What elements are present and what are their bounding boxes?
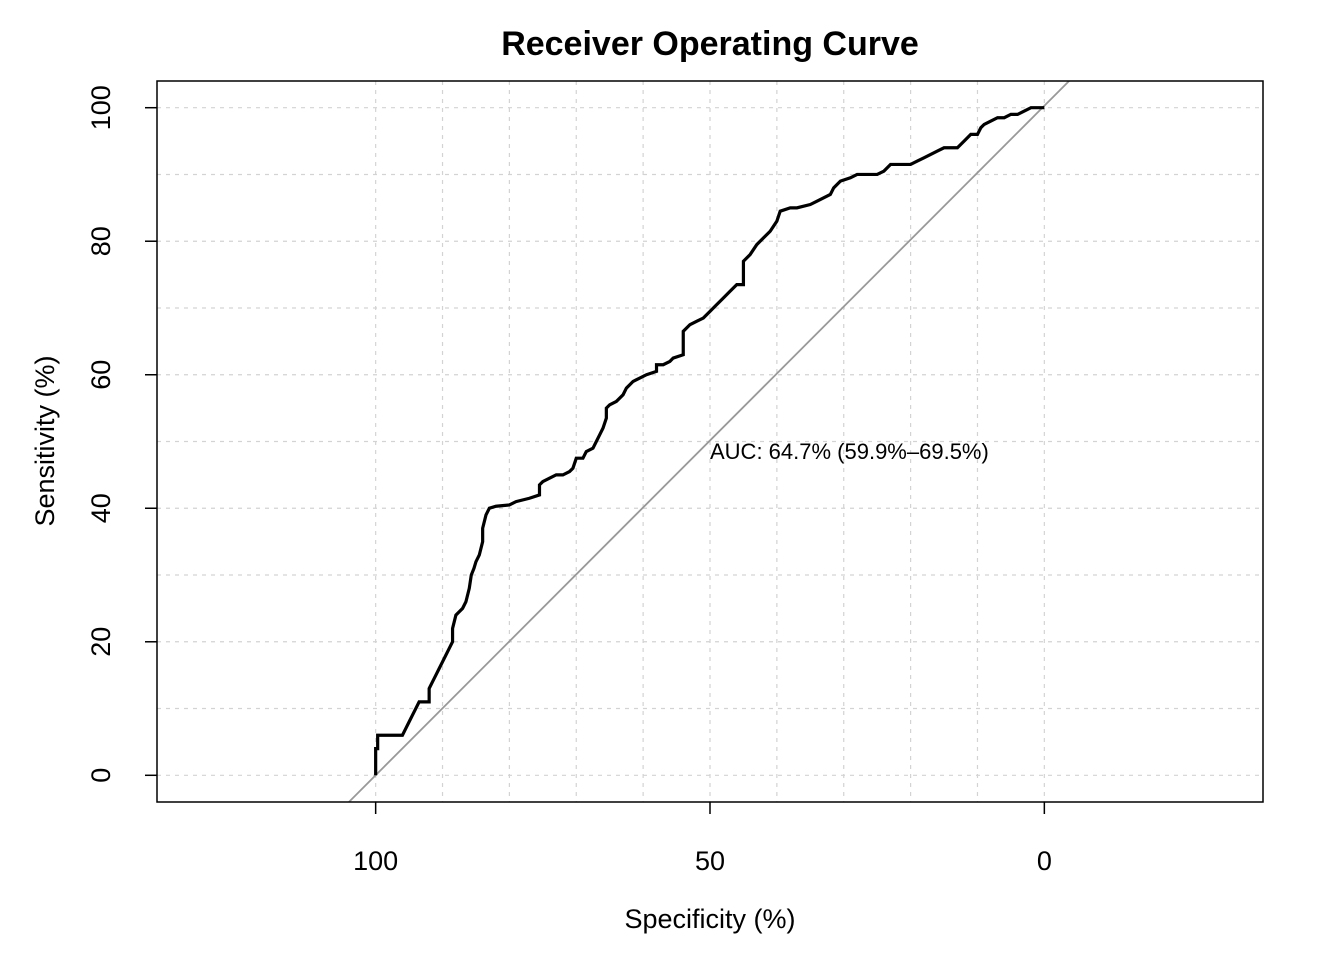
y-tick-label: 40 — [86, 493, 116, 523]
y-tick-label: 60 — [86, 360, 116, 390]
x-axis-ticks: 100 50 0 — [353, 802, 1052, 876]
y-tick-label: 0 — [86, 768, 116, 783]
x-tick-label: 100 — [353, 846, 398, 876]
roc-series-line — [374, 106, 1045, 776]
grid-lines — [157, 81, 1263, 802]
y-tick-label: 80 — [86, 226, 116, 256]
y-axis-ticks: 0 20 40 60 80 100 — [86, 85, 157, 783]
y-axis-label: Sensitivity (%) — [30, 355, 60, 526]
x-tick-label: 0 — [1037, 846, 1052, 876]
reference-diagonal — [348, 80, 1070, 803]
roc-curve — [374, 106, 1045, 776]
chart-title: Receiver Operating Curve — [501, 25, 919, 63]
x-tick-label: 50 — [695, 846, 725, 876]
diagonal-line — [348, 80, 1070, 803]
auc-annotation: AUC: 64.7% (59.9%–69.5%) — [710, 439, 989, 464]
y-tick-label: 100 — [86, 85, 116, 130]
y-tick-label: 20 — [86, 627, 116, 657]
x-axis-label: Specificity (%) — [624, 904, 795, 934]
